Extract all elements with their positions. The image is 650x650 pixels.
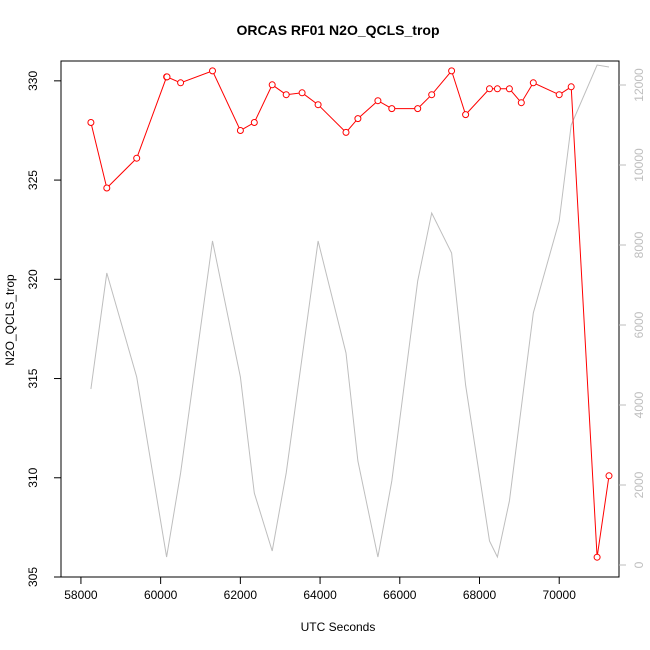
n2o-data-point bbox=[505, 85, 513, 93]
x-tick-label: 70000 bbox=[543, 588, 577, 602]
n2o-data-point bbox=[268, 81, 276, 89]
y2-tick-label: 2000 bbox=[632, 471, 646, 498]
n2o-data-point bbox=[236, 127, 244, 134]
y-axis-label: N2O_QCLS_trop bbox=[3, 274, 17, 366]
n2o-data-point bbox=[298, 89, 306, 97]
n2o-data-point bbox=[462, 111, 470, 119]
n2o-data-point bbox=[314, 101, 322, 109]
x-tick-label: 64000 bbox=[303, 588, 337, 602]
n2o-data-point bbox=[428, 91, 436, 99]
n2o-data-point bbox=[388, 105, 396, 113]
n2o-data-point bbox=[374, 97, 382, 105]
y2-tick-label: 0 bbox=[632, 561, 646, 568]
y2-tick-label: 12000 bbox=[632, 68, 646, 102]
x-tick-label: 62000 bbox=[224, 588, 258, 602]
n2o-series-line bbox=[90, 69, 610, 558]
n2o-data-point bbox=[354, 115, 362, 123]
y-tick-label: 305 bbox=[26, 567, 40, 587]
n2o-data-point bbox=[177, 79, 185, 87]
plot-frame bbox=[60, 60, 620, 578]
y-axis: 305 310 315 320 325 330 bbox=[26, 71, 61, 587]
n2o-data-point bbox=[87, 119, 95, 126]
n2o-data-point bbox=[209, 67, 216, 75]
n2o-data-point bbox=[529, 79, 537, 87]
y2-tick-label: 10000 bbox=[632, 148, 646, 182]
y-tick-label: 330 bbox=[26, 71, 40, 91]
n2o-data-point bbox=[133, 154, 141, 162]
n2o-data-point bbox=[342, 128, 350, 136]
n2o-data-point bbox=[163, 73, 171, 81]
n2o-data-point bbox=[103, 184, 111, 192]
n2o-data-point bbox=[282, 91, 290, 99]
n2o-data-point bbox=[605, 472, 613, 480]
x-tick-label: 66000 bbox=[383, 588, 417, 602]
n2o-data-point bbox=[486, 85, 493, 93]
y-tick-label: 315 bbox=[26, 368, 40, 388]
altitude-series-line bbox=[90, 64, 610, 559]
n2o-data-point bbox=[567, 83, 575, 91]
x-axis: 58000 60000 62000 64000 66000 68000 70000 bbox=[64, 577, 576, 602]
y2-tick-label: 6000 bbox=[632, 311, 646, 338]
n2o-data-point bbox=[493, 85, 501, 93]
x-tick-label: 58000 bbox=[64, 588, 98, 602]
n2o-data-point bbox=[448, 67, 456, 75]
y-tick-label: 310 bbox=[26, 467, 40, 487]
n2o-data-point bbox=[250, 119, 258, 126]
x-tick-label: 68000 bbox=[463, 588, 497, 602]
y-tick-label: 320 bbox=[26, 269, 40, 289]
x-axis-label: UTC Seconds bbox=[301, 620, 376, 634]
y2-tick-label: 8000 bbox=[632, 231, 646, 258]
n2o-data-point bbox=[517, 99, 525, 107]
n2o-data-point bbox=[555, 91, 563, 99]
y2-tick-label: 4000 bbox=[632, 391, 646, 418]
series-layer bbox=[87, 64, 613, 561]
n2o-data-point bbox=[593, 553, 601, 561]
chart-title: ORCAS RF01 N2O_QCLS_trop bbox=[236, 22, 439, 38]
x-tick-label: 60000 bbox=[144, 588, 178, 602]
y-tick-label: 325 bbox=[26, 170, 40, 190]
y2-axis: 0 2000 4000 6000 8000 10000 12000 bbox=[619, 68, 646, 568]
n2o-data-point bbox=[414, 105, 422, 113]
